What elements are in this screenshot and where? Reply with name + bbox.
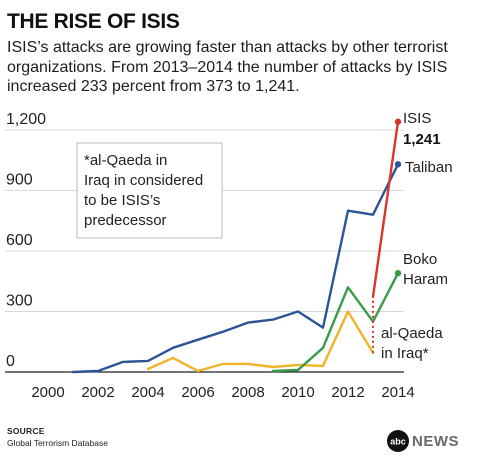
isis-line [371,120,400,298]
y-tick-label: 900 [6,172,33,189]
x-tick-label: 2012 [331,384,364,401]
footnote-line: to be ISIS’s [84,192,160,209]
x-tick-label: 2004 [131,384,164,401]
footnote-box-border [76,142,223,239]
al-qaeda-iraq-label: in Iraq* [381,345,429,362]
x-tick-label: 2000 [31,384,64,401]
y-tick-label: 0 [6,353,15,370]
boko-haram-end-marker [394,269,402,277]
svg-text:NEWS: NEWS [412,433,459,450]
x-tick-label: 2010 [281,384,314,401]
series-labels: ISIS 1,241 Taliban Boko Haram al-Qaeda in Iraq… [381,110,453,362]
taliban-end-marker [394,161,402,168]
line-chart: 0 300 600 900 1,200 2000 2002 2004 2006 2008 2010… [5,110,453,401]
x-tick-label: 2002 [81,384,114,401]
footnote-line: predecessor [84,212,167,229]
al-qaeda-iraq-line [146,310,375,373]
svg-text:abc: abc [390,437,406,447]
taliban-label: Taliban [405,159,453,176]
x-tick-label: 2006 [181,384,214,401]
source-label: SOURCE [7,426,45,436]
subtitle: ISIS’s attacks are growing faster than a… [7,39,448,95]
footnote-line: *al-Qaeda in [84,152,167,169]
boko-haram-label: Boko [403,251,437,268]
page-title: THE RISE OF ISIS [7,10,180,33]
y-tick-labels: 0 300 600 900 1,200 [6,111,46,370]
y-tick-label: 300 [6,293,33,310]
series-lines [71,118,402,374]
isis-value-label: 1,241 [403,131,441,148]
abc-news-logo: abc NEWS [387,430,459,452]
footnote-box: *al-Qaeda in Iraq in considered to be ISIS… [76,142,223,239]
x-tick-label: 2008 [231,384,264,401]
footnote-line: Iraq in considered [84,172,203,189]
x-tick-labels: 2000 2002 2004 2006 2008 2010 2012 2014 [31,384,414,401]
al-qaeda-iraq-label: al-Qaeda [381,325,443,342]
y-tick-label: 1,200 [6,111,46,128]
isis-label: ISIS [403,110,431,127]
taliban-line [71,163,400,374]
boko-haram-line [271,272,400,373]
y-tick-label: 600 [6,232,33,249]
isis-end-marker [394,118,402,125]
source-text: Global Terrorism Database [7,438,108,448]
x-tick-label: 2014 [381,384,414,401]
boko-haram-label: Haram [403,271,448,288]
